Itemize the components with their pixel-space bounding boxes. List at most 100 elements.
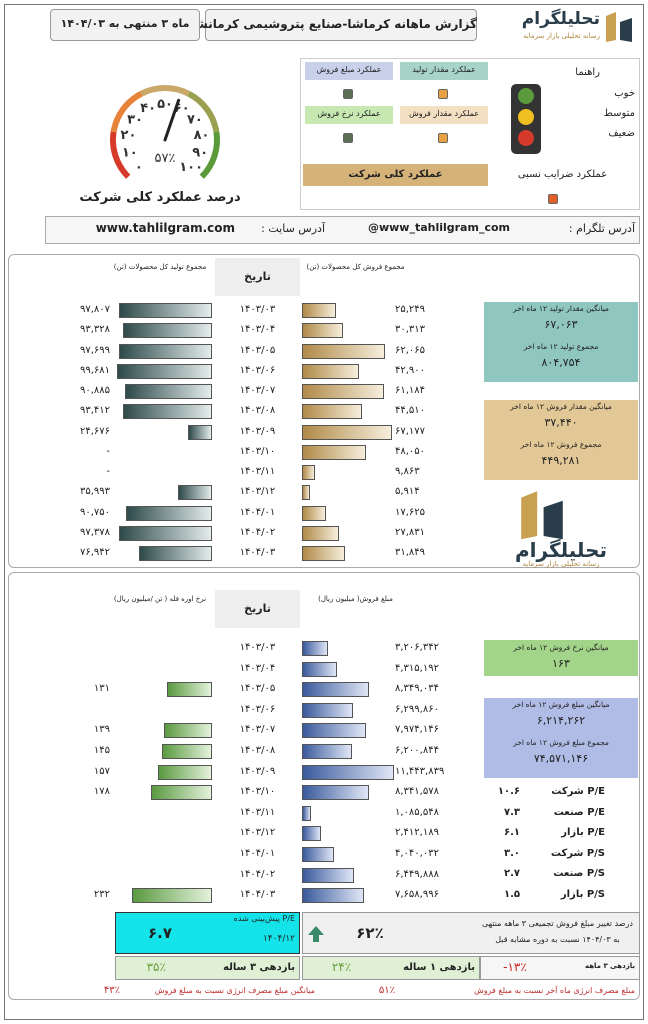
bar xyxy=(302,826,322,842)
site-label: آدرس سایت : xyxy=(261,222,325,235)
return-box xyxy=(115,956,300,980)
indicator-dot xyxy=(438,89,448,99)
date: ۱۴۰۳/۰۸ xyxy=(239,745,276,756)
telegram-label: آدرس تلگرام : xyxy=(568,222,635,235)
brand: تحلیلگرام xyxy=(521,9,600,29)
bar xyxy=(164,723,212,739)
date: ۱۴۰۳/۰۹ xyxy=(239,765,276,777)
value: ۱۷۸ xyxy=(93,786,110,798)
value: - xyxy=(106,445,110,457)
gauge-tick-label: ۱۰ xyxy=(122,145,138,160)
summary-label: میانگین مقدار تولید ۱۲ ماه اخر xyxy=(513,304,609,313)
bar xyxy=(302,384,384,399)
value: ۳۵,۹۹۳ xyxy=(79,486,110,498)
gauge-needle xyxy=(163,98,181,142)
value: ۹۳,۳۲۸ xyxy=(79,324,110,336)
gauge-tick-label: ۰ xyxy=(135,160,143,175)
bar xyxy=(117,363,212,379)
forecast-label: P/E پیش‌بینی شده xyxy=(233,914,295,923)
value: ۹۹,۶۸۱ xyxy=(79,364,110,376)
date: ۱۴۰۳/۰۷ xyxy=(239,385,276,396)
forecast-box xyxy=(115,912,300,954)
bar xyxy=(157,764,212,780)
column-header: مبلغ فروش( میلیون ریال) xyxy=(318,595,393,603)
logo-icon xyxy=(606,12,632,42)
summary-label: میانگین مقدار فروش ۱۲ ماه اخر xyxy=(510,402,612,411)
telegram: @www_tahlilgram_com xyxy=(367,221,510,234)
date: ۱۴۰۳/۰۵ xyxy=(239,683,276,695)
value: ۷۶,۹۴۲ xyxy=(79,547,110,558)
date: ۱۴۰۳/۰۶ xyxy=(239,364,276,376)
summary-label: مجموع مبلغ فروش ۱۲ ماه اخر xyxy=(513,738,609,747)
value: ۴۸,۰۵۰ xyxy=(395,445,426,457)
bar xyxy=(125,384,212,399)
summary-value: ۷۴,۵۷۱,۱۴۶ xyxy=(533,752,589,765)
bar xyxy=(138,546,212,561)
value: ۱۴۵ xyxy=(93,745,110,756)
bar xyxy=(302,847,335,862)
return-label: بازدهی ۱ ساله xyxy=(403,962,475,973)
report-period: ماه ۳ منتهی به ۱۴۰۴/۰۳ xyxy=(60,17,190,30)
up-arrow xyxy=(308,926,324,942)
value: ۷,۶۵۸,۹۹۶ xyxy=(395,889,439,901)
bar xyxy=(188,424,212,440)
legend-level: ضعیف xyxy=(608,128,635,139)
value: ۱۱,۴۴۳,۸۳۹ xyxy=(395,765,445,777)
gauge-arc xyxy=(199,131,220,179)
indicator-label: عملکرد ضرایب نسبی xyxy=(517,169,608,180)
date: ۱۴۰۳/۱۱ xyxy=(239,466,276,477)
return-label: بازدهی ۳ ماهه xyxy=(584,962,635,970)
logo-icon xyxy=(521,491,563,540)
value: ۲۷,۸۳۱ xyxy=(395,526,426,538)
gauge-tick-label: ۷۰ xyxy=(187,112,203,127)
bar xyxy=(177,485,212,501)
value: ۴۲,۹۰۰ xyxy=(395,364,426,376)
gauge-tick-label: ۳۰ xyxy=(127,112,143,127)
legend-level: خوب xyxy=(614,88,635,99)
gauge-title: درصد عملکرد کلی شرکت xyxy=(79,190,241,205)
date: ۱۴۰۳/۰۹ xyxy=(239,425,276,437)
traffic-lamp xyxy=(518,88,534,104)
return-box xyxy=(302,956,480,980)
bar xyxy=(302,505,326,521)
summary-value: ۸۰۴,۷۵۴ xyxy=(541,356,581,369)
value: ۶,۲۹۹,۸۶۰ xyxy=(395,703,439,715)
legend-panel xyxy=(300,58,640,210)
legend-level: متوسط xyxy=(603,108,635,119)
value: ۶,۲۰۰,۸۴۴ xyxy=(395,745,439,756)
value: - xyxy=(106,466,110,477)
column-header: نرخ اوره فله ( تن /میلیون ریال) xyxy=(113,595,207,603)
indicator-label: عملکرد مقدار فروش xyxy=(408,109,479,118)
gauge-value: ۵۷٪ xyxy=(155,151,176,166)
change-text: درصد تغییر مبلغ فروش تجمیعی ۳ ماهه منتهی… xyxy=(482,919,633,944)
value: ۱۳۹ xyxy=(93,724,110,736)
gauge-tick-label: ۱۰۰ xyxy=(179,160,203,175)
value: ۲۴,۶۷۶ xyxy=(79,425,110,437)
bar xyxy=(162,744,212,759)
bar xyxy=(302,546,345,561)
column-header: تاریخ xyxy=(244,602,271,615)
date: ۱۴۰۴/۰۲ xyxy=(239,868,276,880)
indicator-dot xyxy=(548,194,558,204)
traffic-lamp xyxy=(518,130,534,146)
value: ۳,۲۰۶,۳۴۲ xyxy=(395,642,439,653)
bar xyxy=(302,764,394,780)
date: ۱۴۰۳/۱۲ xyxy=(239,486,276,498)
date: ۱۴۰۳/۱۱ xyxy=(239,806,276,818)
value: ۷,۹۷۴,۱۴۶ xyxy=(395,724,439,736)
value: ۱۵۷ xyxy=(93,765,110,777)
value: ۸,۳۴۱,۵۷۸ xyxy=(395,786,439,798)
value: ۹۰,۷۵۰ xyxy=(79,506,110,518)
forecast-date: ۱۴۰۴/۱۲ xyxy=(262,934,295,944)
energy-value: ۵۱٪ xyxy=(378,985,395,996)
bar xyxy=(166,682,212,698)
indicator-box xyxy=(305,62,393,80)
value: ۲۵,۲۴۹ xyxy=(395,304,426,315)
ratio-label: P/E صنعت xyxy=(553,806,605,818)
bar xyxy=(302,444,367,460)
value: ۱۳۱ xyxy=(93,683,110,695)
return-label: بازدهی ۳ ساله xyxy=(223,962,295,973)
forecast-value: ۶.۷ xyxy=(147,924,172,942)
